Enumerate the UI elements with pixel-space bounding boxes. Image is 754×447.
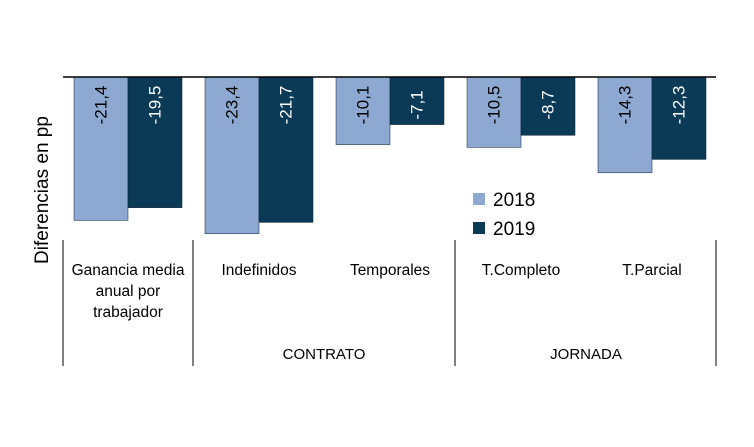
data-label-2019-0: -19,5 — [146, 86, 165, 125]
legend-swatch-2018 — [473, 193, 485, 205]
bar-2018-4 — [597, 76, 653, 174]
category-label: T.Completo — [482, 262, 560, 279]
bar-2018-1 — [204, 76, 260, 235]
category-label: Temporales — [350, 262, 430, 279]
bar-2018-3 — [466, 76, 522, 148]
legend-label-2018: 2018 — [493, 190, 535, 211]
y-axis-label: Diferencias en pp — [32, 116, 53, 264]
group-label: CONTRATO — [283, 346, 366, 363]
data-label-2018-4: -14,3 — [616, 86, 635, 125]
category-label: anual por — [96, 283, 161, 300]
category-label: T.Parcial — [622, 262, 681, 279]
bar-2019-1 — [258, 76, 314, 223]
data-label-2018-2: -10,1 — [354, 86, 373, 125]
data-label-2019-3: -8,7 — [539, 90, 558, 119]
data-label-2018-0: -21,4 — [92, 86, 111, 125]
data-label-2019-4: -12,3 — [670, 86, 689, 125]
category-label: Ganancia media — [72, 262, 185, 279]
bar-2019-4 — [651, 76, 707, 160]
legend-label-2019: 2019 — [493, 219, 535, 240]
legend-swatch-2019 — [473, 222, 485, 234]
bar-2019-0 — [127, 76, 183, 208]
data-label-2019-2: -7,1 — [408, 90, 427, 119]
legend: 2018 2019 — [473, 190, 535, 240]
category-label: Indefinidos — [222, 262, 297, 279]
group-label: JORNADA — [550, 346, 622, 363]
category-label: trabajador — [93, 304, 163, 321]
x-axis: Ganancia media anual por trabajador Indefin… — [62, 240, 717, 366]
bar-2019-3 — [520, 76, 576, 136]
bar-labels-layer: -21,4 -23,4 -10,1 -10,5 -14,3 -19,5 -21,7 -7,1 -… — [92, 86, 689, 125]
data-label-2018-3: -10,5 — [485, 86, 504, 125]
data-label-2019-1: -21,7 — [277, 86, 296, 125]
data-label-2018-1: -23,4 — [223, 86, 242, 125]
bars-layer — [73, 76, 707, 235]
bar-2019-2 — [389, 76, 445, 125]
bar-2018-0 — [73, 76, 129, 221]
